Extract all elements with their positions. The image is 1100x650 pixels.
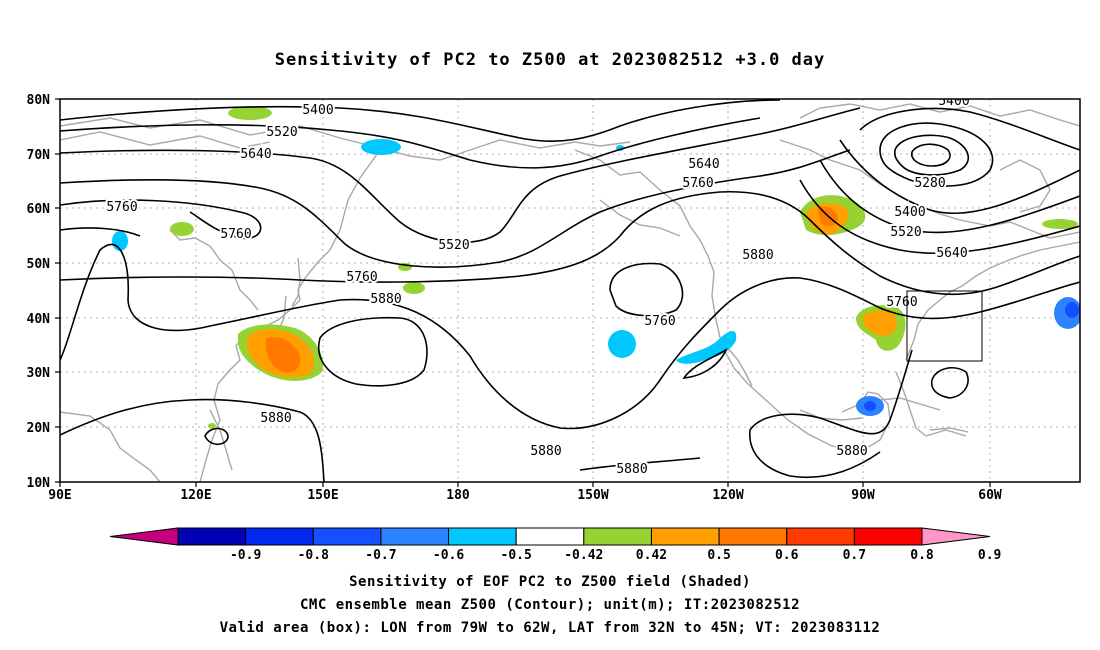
sensitivity-shading bbox=[112, 106, 1080, 429]
contour-label: 5880 bbox=[260, 411, 291, 426]
contour-label: 5760 bbox=[346, 270, 377, 285]
longitude-labels: 90E 120E 150E 180 150W 120W 90W 60W bbox=[48, 488, 1002, 503]
colorbar-label: -0.7 bbox=[365, 548, 396, 563]
latitude-labels: 80N 70N 60N 50N 40N 30N 20N 10N bbox=[27, 93, 51, 491]
colorbar-swatch bbox=[448, 527, 517, 546]
contour-label: 5880 bbox=[530, 444, 561, 459]
colorbar-label: -0.5 bbox=[501, 548, 532, 563]
colorbar-swatch bbox=[515, 527, 585, 546]
contour-label: 5640 bbox=[240, 147, 271, 162]
colorbar-label: 0.5 bbox=[707, 548, 730, 563]
plot-frame bbox=[59, 98, 1081, 483]
colorbar-swatch bbox=[245, 527, 314, 546]
contour-label: 5880 bbox=[370, 292, 401, 307]
colorbar-swatch bbox=[583, 527, 652, 546]
contour-label: 5880 bbox=[616, 462, 647, 477]
lat-label: 40N bbox=[27, 312, 51, 327]
colorbar-label: 0.7 bbox=[843, 548, 866, 563]
colorbar-label: 0.8 bbox=[910, 548, 934, 563]
contour-label: 5640 bbox=[936, 246, 967, 261]
lon-label: 90E bbox=[48, 488, 71, 503]
contour-label: 5880 bbox=[742, 248, 773, 263]
lon-label: 180 bbox=[446, 488, 470, 503]
caption-line-1: Sensitivity of EOF PC2 to Z500 field (Sh… bbox=[349, 574, 751, 590]
colorbar-swatch bbox=[177, 527, 247, 546]
contour-label: 5400 bbox=[938, 94, 969, 109]
contour-label: 5880 bbox=[836, 444, 867, 459]
colorbar-swatch bbox=[718, 527, 788, 546]
valid-area-box bbox=[906, 290, 983, 362]
tick-marks bbox=[55, 98, 991, 487]
map-title: Sensitivity of PC2 to Z500 at 2023082512… bbox=[274, 50, 826, 70]
contour-label: 5760 bbox=[220, 227, 251, 242]
contour-labels: 5400 5520 5640 5760 5760 5520 5640 5760 … bbox=[104, 94, 971, 479]
caption-line-2: CMC ensemble mean Z500 (Contour); unit(m… bbox=[299, 597, 800, 613]
lat-label: 60N bbox=[27, 202, 51, 217]
lon-label: 120E bbox=[180, 488, 211, 503]
lon-label: 150W bbox=[577, 488, 608, 503]
contour-label: 5760 bbox=[106, 200, 137, 215]
contour-label: 5520 bbox=[890, 225, 921, 240]
contour-label: 5640 bbox=[688, 157, 719, 172]
contour-label: 5520 bbox=[266, 125, 297, 140]
lon-label: 150E bbox=[307, 488, 338, 503]
colorbar-swatch bbox=[853, 527, 923, 546]
lat-label: 50N bbox=[27, 257, 51, 272]
lon-label: 60W bbox=[978, 488, 1002, 503]
contour-label: 5400 bbox=[302, 103, 333, 118]
colorbar: -0.9 -0.8 -0.7 -0.6 -0.5 -0.42 0.42 0.5 0.6 0.7 0.… bbox=[109, 527, 1001, 563]
contour-label: 5760 bbox=[682, 176, 713, 191]
colorbar-swatch bbox=[380, 527, 450, 546]
colorbar-label: 0.6 bbox=[775, 548, 799, 563]
lat-label: 30N bbox=[27, 366, 51, 381]
colorbar-label: -0.6 bbox=[433, 548, 464, 563]
colorbar-label: 0.42 bbox=[636, 548, 667, 563]
contour-label: 5520 bbox=[438, 238, 469, 253]
lon-label: 90W bbox=[851, 488, 875, 503]
colorbar-max-arrow bbox=[921, 527, 991, 546]
colorbar-label: -0.8 bbox=[298, 548, 329, 563]
colorbar-swatch bbox=[786, 527, 855, 546]
contour-label: 5280 bbox=[914, 176, 945, 191]
lon-label: 120W bbox=[712, 488, 743, 503]
lat-label: 70N bbox=[27, 148, 51, 163]
z500-contours bbox=[60, 99, 1080, 482]
colorbar-min-arrow bbox=[109, 527, 179, 546]
colorbar-label: -0.42 bbox=[564, 548, 603, 563]
colorbar-swatch bbox=[650, 527, 720, 546]
caption-line-3: Valid area (box): LON from 79W to 62W, L… bbox=[219, 620, 881, 636]
lat-label: 10N bbox=[27, 476, 51, 491]
colorbar-label: 0.9 bbox=[978, 548, 1001, 563]
colorbar-swatch bbox=[312, 527, 382, 546]
lat-label: 80N bbox=[27, 93, 51, 108]
contour-label: 5760 bbox=[886, 295, 917, 310]
colorbar-label: -0.9 bbox=[230, 548, 261, 563]
grid-lines bbox=[60, 99, 1080, 482]
lat-label: 20N bbox=[27, 421, 51, 436]
contour-label: 5400 bbox=[894, 205, 925, 220]
contour-label: 5760 bbox=[644, 314, 675, 329]
